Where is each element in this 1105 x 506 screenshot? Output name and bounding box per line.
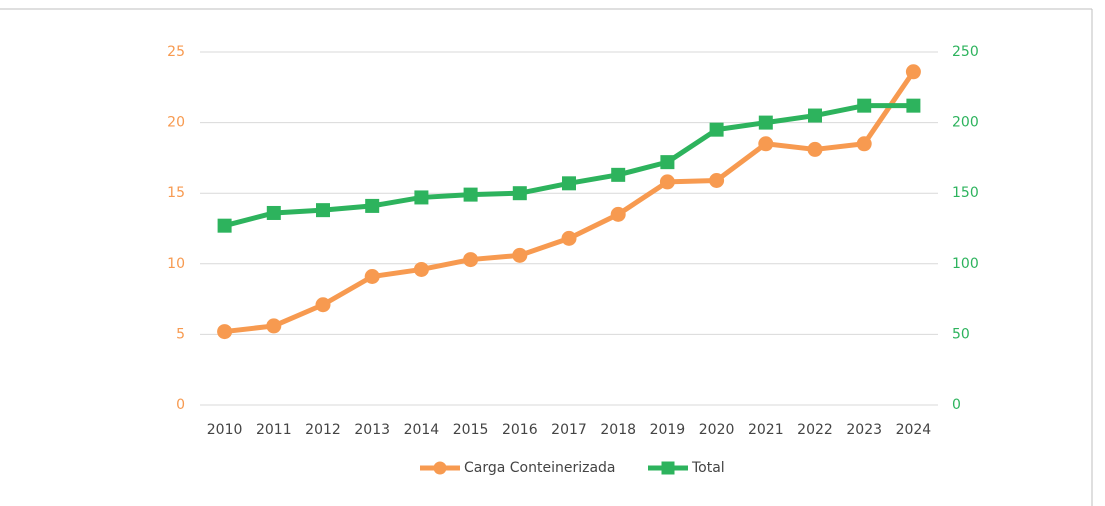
x-tick-label: 2012 <box>305 422 341 438</box>
legend-label: Carga Conteinerizada <box>464 460 616 476</box>
point <box>709 122 724 137</box>
point <box>315 297 331 313</box>
x-tick-label: 2022 <box>797 422 833 438</box>
y2-tick-label: 0 <box>952 397 961 413</box>
point <box>659 174 675 190</box>
x-tick-label: 2018 <box>600 422 636 438</box>
point <box>660 155 675 170</box>
point <box>610 206 626 222</box>
y-tick-label: 5 <box>176 326 185 342</box>
y2-tick-label: 200 <box>952 115 979 131</box>
point <box>758 115 773 130</box>
point <box>808 108 822 123</box>
point <box>364 269 380 285</box>
point <box>611 167 626 182</box>
legend-marker <box>433 461 447 475</box>
y2-tick-label: 100 <box>952 256 979 272</box>
y-tick-label: 10 <box>167 256 185 272</box>
x-tick-label: 2021 <box>748 422 784 438</box>
point <box>413 261 429 277</box>
y2-tick-label: 250 <box>952 44 979 60</box>
point <box>414 190 429 205</box>
legend-label: Total <box>691 460 725 476</box>
x-tick-label: 2016 <box>502 422 538 438</box>
x-tick-label: 2010 <box>207 422 243 438</box>
x-tick-label: 2011 <box>256 422 292 438</box>
point <box>316 203 330 218</box>
point <box>217 324 233 340</box>
point <box>217 218 232 233</box>
point <box>857 98 872 113</box>
point <box>905 64 921 80</box>
point <box>709 172 725 188</box>
y2-tick-label: 150 <box>952 185 979 201</box>
point <box>856 136 872 152</box>
legend-marker <box>661 461 675 475</box>
point <box>266 205 281 220</box>
point <box>807 141 823 157</box>
point <box>906 98 921 113</box>
x-tick-label: 2024 <box>896 422 932 438</box>
point <box>512 247 528 263</box>
y-tick-label: 15 <box>167 185 185 201</box>
x-tick-label: 2013 <box>354 422 390 438</box>
y-tick-label: 25 <box>167 44 185 60</box>
point <box>758 136 774 152</box>
x-tick-label: 2015 <box>453 422 489 438</box>
point <box>463 252 479 268</box>
point <box>512 186 527 201</box>
x-tick-label: 2023 <box>846 422 882 438</box>
point <box>266 318 282 334</box>
y-tick-label: 0 <box>176 397 185 413</box>
point <box>562 176 576 191</box>
x-tick-label: 2020 <box>699 422 735 438</box>
x-tick-label: 2017 <box>551 422 587 438</box>
point <box>463 187 478 202</box>
x-tick-label: 2014 <box>404 422 440 438</box>
y2-tick-label: 50 <box>952 326 970 342</box>
y-tick-label: 20 <box>167 115 185 131</box>
x-tick-label: 2019 <box>650 422 686 438</box>
point <box>561 230 577 246</box>
point <box>365 198 380 213</box>
